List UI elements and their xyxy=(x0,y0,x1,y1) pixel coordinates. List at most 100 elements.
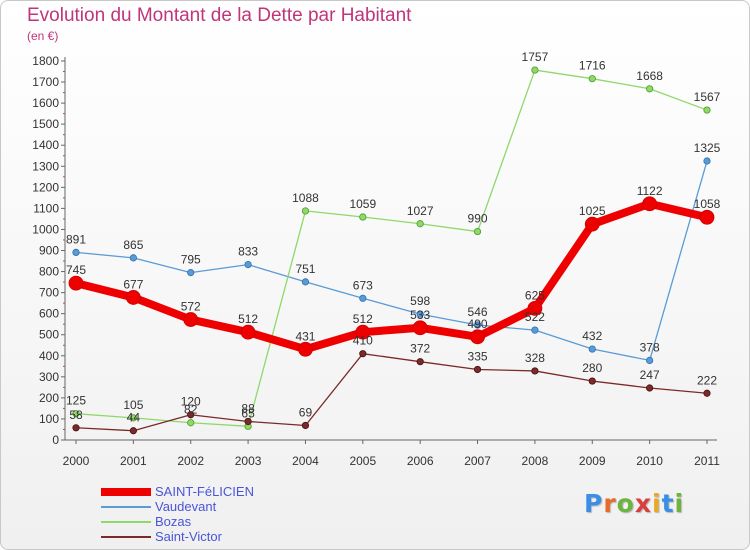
data-point xyxy=(703,157,711,165)
y-tick-label: 1500 xyxy=(32,117,59,131)
x-tick-label: 2010 xyxy=(636,454,663,468)
x-tick-label: 2008 xyxy=(522,454,549,468)
series-line xyxy=(75,353,708,432)
y-tick-label: 1400 xyxy=(32,138,59,152)
data-label: 1757 xyxy=(522,50,549,64)
data-label: 58 xyxy=(69,408,83,422)
y-tick-label: 600 xyxy=(39,307,59,321)
data-point xyxy=(72,424,80,432)
data-label: 625 xyxy=(525,288,545,302)
x-tick-label: 2009 xyxy=(579,454,606,468)
data-label: 120 xyxy=(181,395,201,409)
logo-letter: r xyxy=(603,489,617,518)
data-point xyxy=(301,421,310,430)
data-label: 546 xyxy=(468,305,488,319)
y-tick-label: 800 xyxy=(39,265,59,279)
data-point xyxy=(359,213,367,221)
data-label: 490 xyxy=(468,317,488,331)
data-label: 745 xyxy=(66,263,86,277)
y-tick-label: 1300 xyxy=(32,159,59,173)
data-label: 247 xyxy=(640,368,660,382)
chart-title: Evolution du Montant de la Dette par Hab… xyxy=(27,5,412,26)
data-point xyxy=(72,410,80,418)
legend-label: Vaudevant xyxy=(155,499,217,514)
x-tick-label: 2004 xyxy=(292,454,319,468)
data-point xyxy=(125,290,141,305)
data-label: 751 xyxy=(295,262,315,276)
data-label: 222 xyxy=(697,373,717,387)
x-tick-label: 2006 xyxy=(407,454,434,468)
data-label: 1668 xyxy=(636,69,663,83)
legend-label: Bozas xyxy=(155,514,192,529)
x-tick-label: 2005 xyxy=(349,454,376,468)
y-tick-label: 700 xyxy=(39,286,59,300)
data-label: 1058 xyxy=(694,197,721,211)
legend-swatch xyxy=(101,521,151,523)
series-line xyxy=(75,69,708,427)
data-label: 328 xyxy=(525,351,545,365)
data-label: 432 xyxy=(582,329,602,343)
data-point xyxy=(584,216,600,232)
data-label: 431 xyxy=(295,329,315,343)
data-point xyxy=(531,367,539,375)
data-point xyxy=(703,106,711,114)
y-tick-label: 1600 xyxy=(32,96,59,110)
y-tick-label: 0 xyxy=(52,433,59,447)
data-label: 795 xyxy=(181,253,201,267)
y-tick-label: 1100 xyxy=(33,201,59,215)
data-point xyxy=(646,356,654,365)
data-point xyxy=(470,329,485,345)
data-point xyxy=(416,220,424,228)
data-point xyxy=(473,227,482,236)
data-point xyxy=(642,196,658,212)
data-point xyxy=(699,209,715,225)
x-tick-label: 2002 xyxy=(177,454,204,468)
legend-label: Saint-Victor xyxy=(155,529,222,544)
data-label: 1325 xyxy=(694,141,721,155)
data-point xyxy=(416,310,424,318)
data-point xyxy=(129,254,137,262)
data-label: 1567 xyxy=(694,90,721,104)
data-point xyxy=(588,75,596,83)
logo-letter: i xyxy=(652,489,662,518)
data-point xyxy=(646,384,654,392)
data-label: 1122 xyxy=(637,184,663,198)
legend-swatch xyxy=(101,488,151,496)
data-label: 865 xyxy=(123,238,143,252)
data-point xyxy=(68,275,84,291)
legend-swatch xyxy=(101,536,151,538)
data-label: 1025 xyxy=(579,204,606,218)
logo-letter: i xyxy=(674,489,685,518)
data-point xyxy=(298,341,313,357)
y-tick-label: 1200 xyxy=(32,180,59,194)
data-point xyxy=(301,278,310,286)
data-point xyxy=(240,324,256,340)
data-label: 833 xyxy=(238,245,258,259)
data-point xyxy=(187,411,195,419)
data-point xyxy=(473,321,482,329)
data-label: 891 xyxy=(66,232,86,246)
data-point xyxy=(355,324,371,340)
logo-letter: t xyxy=(661,489,675,518)
y-tick-label: 400 xyxy=(39,349,59,363)
x-tick-label: 2001 xyxy=(120,454,147,468)
x-tick-label: 2011 xyxy=(694,454,720,468)
data-point xyxy=(187,419,195,427)
legend-label: SAINT-FéLICIEN xyxy=(155,484,254,499)
data-label: 1027 xyxy=(407,204,434,218)
data-point xyxy=(527,301,543,316)
x-tick-label: 2000 xyxy=(63,454,90,468)
data-point xyxy=(244,261,252,269)
data-label: 372 xyxy=(410,342,430,356)
data-label: 598 xyxy=(410,294,430,308)
data-point xyxy=(588,345,596,353)
proxiti-logo: Proxiti xyxy=(584,489,684,518)
data-label: 88 xyxy=(241,401,255,415)
y-tick-label: 100 xyxy=(39,412,59,426)
legend-swatch xyxy=(101,506,151,508)
logo-letter: x xyxy=(634,489,652,518)
data-label: 677 xyxy=(123,277,143,291)
data-point xyxy=(588,377,596,385)
series-line xyxy=(72,199,711,354)
